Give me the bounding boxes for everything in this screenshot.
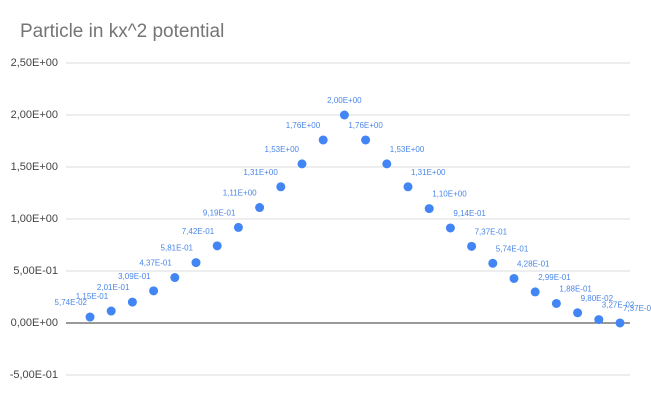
data-label: 7,42E-01 xyxy=(182,227,215,236)
data-label: 1,31E+00 xyxy=(243,168,278,177)
y-tick-label: 5,00E-01 xyxy=(13,265,58,277)
data-label: 2,99E-01 xyxy=(538,273,571,282)
point xyxy=(361,135,371,145)
data-label: 5,74E-01 xyxy=(496,244,529,253)
data-label: 1,88E-01 xyxy=(559,285,592,294)
data-label: 1,53E+00 xyxy=(390,145,425,154)
data-label: 1,31E+00 xyxy=(411,168,446,177)
point xyxy=(339,110,349,120)
y-tick-label: 1,50E+00 xyxy=(11,161,58,173)
y-tick-label: 2,00E+00 xyxy=(11,109,58,121)
point xyxy=(127,297,137,307)
data-label: 7,37E-01 xyxy=(475,227,508,236)
point xyxy=(255,203,265,213)
data-label: 1,76E+00 xyxy=(348,121,383,130)
data-label: 1,53E+00 xyxy=(265,145,300,154)
point xyxy=(594,315,604,325)
point xyxy=(403,182,413,192)
y-tick-label: 1,00E+00 xyxy=(11,213,58,225)
point xyxy=(191,258,201,268)
y-tick-label: -5,00E-01 xyxy=(10,369,58,381)
point xyxy=(233,222,243,232)
point xyxy=(149,286,159,296)
point xyxy=(615,318,625,328)
point xyxy=(551,298,561,308)
point xyxy=(509,273,519,283)
point xyxy=(276,182,286,192)
data-label: 2,00E+00 xyxy=(327,96,362,105)
point xyxy=(488,258,498,268)
data-label: 9,19E-01 xyxy=(203,209,236,218)
data-label: 5,74E-02 xyxy=(55,298,88,307)
data-label: 9,14E-01 xyxy=(453,209,486,218)
data-label: 1,76E+00 xyxy=(286,121,321,130)
point xyxy=(382,159,392,169)
data-label: 1,10E+00 xyxy=(432,190,467,199)
point xyxy=(445,223,455,233)
point xyxy=(212,241,222,251)
data-label: 7,37E-05 xyxy=(623,304,651,313)
point xyxy=(530,287,540,297)
data-label: 3,09E-01 xyxy=(118,272,151,281)
data-label: 4,37E-01 xyxy=(139,259,172,268)
point xyxy=(424,204,434,214)
point xyxy=(170,273,180,283)
data-label: 1,15E-01 xyxy=(76,292,109,301)
data-label: 5,81E-01 xyxy=(161,244,194,253)
point xyxy=(467,241,477,251)
point xyxy=(85,312,95,322)
y-tick-label: 2,50E+00 xyxy=(11,57,58,69)
data-label: 3,27E-02 xyxy=(602,301,635,310)
point xyxy=(318,135,328,145)
point xyxy=(297,159,307,169)
data-label: 2,01E-01 xyxy=(97,283,130,292)
data-label: 9,80E-02 xyxy=(581,294,614,303)
chart-title: Particle in kx^2 potential xyxy=(20,21,224,42)
y-tick-label: 0,00E+00 xyxy=(11,317,58,329)
point xyxy=(106,306,116,316)
point xyxy=(573,308,583,318)
data-label: 1,11E+00 xyxy=(223,189,257,198)
data-label: 4,28E-01 xyxy=(517,260,550,269)
